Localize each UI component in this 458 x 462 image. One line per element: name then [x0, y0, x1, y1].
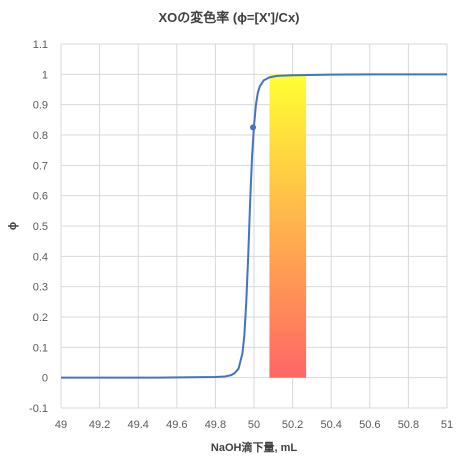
y-tick-label: 0.8	[33, 130, 48, 142]
y-tick-label: 0.2	[33, 312, 48, 324]
y-tick-label: -0.1	[29, 403, 48, 415]
y-tick-label: 0.1	[33, 342, 48, 354]
y-tick-label: 0	[42, 373, 48, 385]
series-layer	[61, 73, 447, 379]
x-tick-label: 50.2	[282, 419, 303, 431]
y-tick-label: 1.1	[33, 39, 48, 51]
highlight-band-layer	[269, 74, 307, 378]
x-tick-label: 50	[248, 419, 260, 431]
x-tick-label: 49.2	[89, 419, 110, 431]
x-axis-title: NaOH滴下量, mL	[211, 440, 297, 454]
y-tick-label: 0.3	[33, 282, 48, 294]
y-tick-label: 0.7	[33, 160, 48, 172]
series-line	[61, 73, 447, 379]
x-tick-label: 50.4	[320, 419, 341, 431]
grid	[60, 43, 448, 409]
y-axis-title: ϕ	[7, 222, 19, 230]
x-tick-label: 50.6	[359, 419, 380, 431]
y-tick-label: 1	[42, 69, 48, 81]
x-tick-label: 51	[441, 419, 453, 431]
y-tick-label: 0.5	[33, 221, 48, 233]
highlight-band	[269, 74, 307, 378]
x-tick-label: 49	[55, 419, 67, 431]
x-tick-label: 50.8	[398, 419, 419, 431]
x-tick-label: 49.8	[205, 419, 226, 431]
y-tick-label: 0.6	[33, 191, 48, 203]
x-tick-label: 49.6	[166, 419, 187, 431]
chart-title: XOの変色率 (ϕ=[X']/Cx)	[158, 10, 299, 25]
x-tick-label: 49.4	[127, 419, 148, 431]
data-point-marker	[250, 124, 257, 131]
y-tick-label: 0.4	[33, 251, 48, 263]
y-tick-label: 0.9	[33, 100, 48, 112]
tick-labels: -0.1 0 0.1 0.2 0.3 0.4 0.5 0.6 0.7 0.8 0.9 1 1.1 49 49…	[29, 39, 453, 431]
